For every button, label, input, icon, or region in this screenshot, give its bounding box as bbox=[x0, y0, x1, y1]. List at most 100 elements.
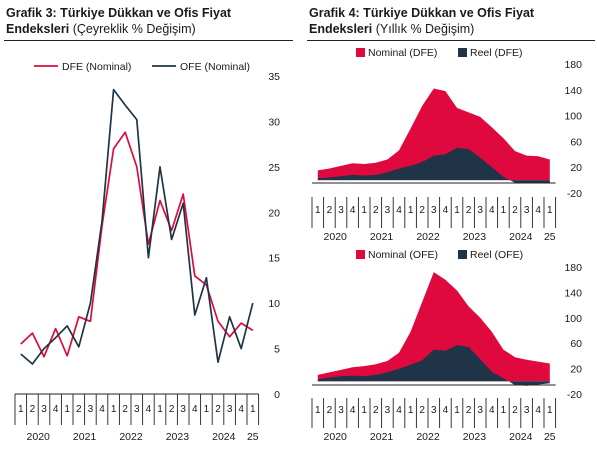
lower-x-tick-label: 3 bbox=[338, 405, 344, 416]
upper-y-tick-label: -20 bbox=[567, 188, 582, 200]
left-x-tick-label: 1 bbox=[111, 404, 117, 415]
lower-x-tick-label: 2 bbox=[512, 405, 518, 416]
upper-year-label: 2020 bbox=[324, 231, 348, 243]
right-title-rule bbox=[307, 40, 595, 41]
left-x-tick-label: 1 bbox=[204, 404, 210, 415]
lower-x-tick-label: 3 bbox=[431, 405, 437, 416]
left-y-tick-label: 10 bbox=[268, 298, 280, 310]
lower-y-tick-label: 180 bbox=[564, 262, 582, 274]
lower-real-area bbox=[317, 345, 550, 386]
lower-x-tick-label: 3 bbox=[477, 405, 483, 416]
left-x-tick-label: 3 bbox=[227, 404, 233, 415]
upper-x-tick-label: 2 bbox=[466, 205, 472, 216]
left-y-tick-label: 30 bbox=[268, 116, 280, 128]
left-title-rule bbox=[4, 40, 293, 41]
left-y-tick-label: 35 bbox=[268, 71, 280, 83]
upper-x-tick-label: 2 bbox=[373, 205, 379, 216]
left-year-label: 2022 bbox=[119, 431, 143, 443]
left-x-tick-label: 2 bbox=[76, 404, 82, 415]
lower-x-tick-label: 4 bbox=[443, 405, 449, 416]
lower-x-tick-label: 1 bbox=[501, 405, 507, 416]
lower-year-label: 2023 bbox=[463, 431, 487, 443]
upper-x-tick-label: 1 bbox=[408, 205, 414, 216]
left-y-tick-label: 20 bbox=[268, 207, 280, 219]
left-series-line-ofe bbox=[20, 88, 254, 365]
upper-year-label: 2024 bbox=[509, 231, 533, 243]
upper-legend-swatch bbox=[356, 48, 365, 57]
left-x-tick-label: 4 bbox=[99, 404, 105, 415]
left-year-label: 25 bbox=[247, 431, 259, 443]
lower-y-tick-label: 140 bbox=[564, 287, 582, 299]
left-year-label: 2024 bbox=[212, 431, 236, 443]
left-legend-label: DFE (Nominal) bbox=[62, 61, 131, 73]
left-year-label: 2020 bbox=[27, 431, 51, 443]
lower-y-tick-label: 60 bbox=[570, 338, 582, 350]
left-x-tick-label: 3 bbox=[180, 404, 186, 415]
left-x-tick-label: 1 bbox=[64, 404, 70, 415]
left-title-bold: Grafik 3: Türkiye Dükkan ve Ofis Fiyat E… bbox=[6, 6, 232, 36]
right-title-bold: Grafik 4: Türkiye Dükkan ve Ofis Fiyat E… bbox=[309, 6, 535, 36]
left-x-tick-label: 2 bbox=[122, 404, 128, 415]
lower-x-tick-label: 4 bbox=[396, 405, 402, 416]
upper-legend-label: Reel (DFE) bbox=[470, 47, 523, 59]
upper-real-area bbox=[317, 147, 550, 184]
lower-x-tick-label: 1 bbox=[454, 405, 460, 416]
upper-x-tick-label: 1 bbox=[547, 205, 553, 216]
upper-year-label: 25 bbox=[544, 231, 556, 243]
left-x-tick-label: 1 bbox=[250, 404, 256, 415]
left-y-tick-label: 5 bbox=[274, 344, 280, 356]
right-chart-title: Grafik 4: Türkiye Dükkan ve Ofis Fiyat E… bbox=[309, 5, 594, 37]
left-x-tick-label: 3 bbox=[41, 404, 47, 415]
lower-x-tick-label: 1 bbox=[408, 405, 414, 416]
left-x-tick-label: 1 bbox=[157, 404, 163, 415]
upper-x-tick-label: 1 bbox=[454, 205, 460, 216]
upper-x-tick-label: 1 bbox=[501, 205, 507, 216]
upper-x-tick-label: 1 bbox=[315, 205, 321, 216]
left-x-tick-label: 4 bbox=[238, 404, 244, 415]
upper-year-label: 2022 bbox=[416, 231, 440, 243]
lower-x-tick-label: 2 bbox=[466, 405, 472, 416]
left-year-label: 2021 bbox=[73, 431, 97, 443]
upper-year-label: 2023 bbox=[463, 231, 487, 243]
lower-x-tick-label: 2 bbox=[373, 405, 379, 416]
lower-year-label: 2022 bbox=[416, 431, 440, 443]
left-x-tick-label: 4 bbox=[146, 404, 152, 415]
left-title-sub: (Çeyreklik % Değişim) bbox=[72, 22, 196, 36]
upper-y-tick-label: 20 bbox=[570, 162, 582, 174]
upper-y-tick-label: 180 bbox=[564, 59, 582, 71]
upper-y-tick-label: 100 bbox=[564, 111, 582, 123]
upper-nominal-area bbox=[317, 88, 550, 181]
lower-y-tick-label: 100 bbox=[564, 313, 582, 325]
left-year-label: 2023 bbox=[166, 431, 190, 443]
lower-x-tick-label: 1 bbox=[315, 405, 321, 416]
left-series-line-dfe bbox=[20, 131, 254, 358]
left-x-tick-label: 3 bbox=[134, 404, 140, 415]
lower-x-tick-label: 1 bbox=[547, 405, 553, 416]
lower-x-tick-label: 3 bbox=[524, 405, 530, 416]
upper-x-tick-label: 1 bbox=[361, 205, 367, 216]
upper-x-tick-label: 2 bbox=[419, 205, 425, 216]
left-chart-title: Grafik 3: Türkiye Dükkan ve Ofis Fiyat E… bbox=[6, 5, 296, 37]
right-title-sub: (Yıllık % Değişim) bbox=[375, 22, 475, 36]
lower-legend-label: Nominal (OFE) bbox=[368, 249, 438, 261]
left-x-tick-label: 1 bbox=[18, 404, 24, 415]
upper-year-label: 2021 bbox=[370, 231, 394, 243]
lower-x-tick-label: 4 bbox=[350, 405, 356, 416]
upper-x-tick-label: 3 bbox=[338, 205, 344, 216]
upper-x-tick-label: 3 bbox=[385, 205, 391, 216]
upper-y-tick-label: 60 bbox=[570, 136, 582, 148]
upper-x-tick-label: 3 bbox=[431, 205, 437, 216]
lower-x-tick-label: 1 bbox=[361, 405, 367, 416]
lower-year-label: 2020 bbox=[324, 431, 348, 443]
left-x-tick-label: 2 bbox=[30, 404, 36, 415]
lower-legend-swatch bbox=[356, 250, 365, 259]
upper-x-tick-label: 4 bbox=[535, 205, 541, 216]
left-x-tick-label: 3 bbox=[88, 404, 94, 415]
lower-x-tick-label: 4 bbox=[489, 405, 495, 416]
upper-x-tick-label: 3 bbox=[477, 205, 483, 216]
upper-y-tick-label: 140 bbox=[564, 85, 582, 97]
upper-x-tick-label: 2 bbox=[512, 205, 518, 216]
upper-x-tick-label: 4 bbox=[443, 205, 449, 216]
lower-x-tick-label: 2 bbox=[419, 405, 425, 416]
